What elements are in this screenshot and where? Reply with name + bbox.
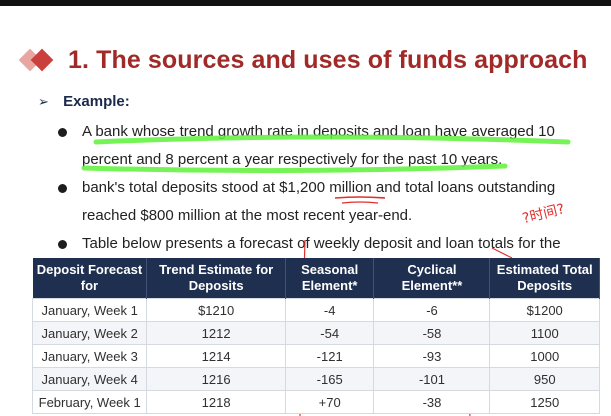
cell-trend: 1212 (146, 321, 286, 345)
cell-total: 1000 (489, 344, 600, 368)
col-trend-estimate: Trend Estimate for Deposits (146, 258, 286, 299)
cell-cyclical: -93 (373, 344, 491, 368)
diamond-bullet-icon (18, 42, 62, 78)
table-row: February, Week 1 1218 +70 -38 1250 (31, 390, 600, 414)
table-row: January, Week 4 1216 -165 -101 950 (31, 367, 600, 391)
cell-cyclical: -38 (373, 390, 491, 414)
example-heading: ➢ Example: (38, 93, 130, 110)
cell-seasonal: -165 (284, 367, 375, 391)
cell-seasonal: -54 (284, 321, 375, 345)
cell-cyclical: -101 (373, 367, 491, 391)
table-header-row: Deposit Forecast for Trend Estimate for … (32, 258, 600, 299)
col-estimated-total: Estimated Total Deposits (489, 258, 600, 299)
cell-trend: 1218 (146, 390, 286, 414)
deposit-forecast-table: Deposit Forecast for Trend Estimate for … (31, 258, 600, 414)
bullet-dot-icon (58, 240, 67, 249)
bullet-list: A bank whose trend growth rate in deposi… (58, 118, 588, 258)
slide-title-row: 1. The sources and uses of funds approac… (18, 40, 588, 80)
bullet-text: bank's total deposits stood at $1,200 mi… (82, 179, 556, 224)
cell-seasonal: -4 (284, 298, 375, 322)
slide-title: 1. The sources and uses of funds approac… (68, 45, 588, 74)
cell-trend: 1216 (146, 367, 286, 391)
bullet-dot-icon (58, 128, 67, 137)
table-row: January, Week 1 $1210 -4 -6 $1200 (31, 298, 600, 322)
cell-seasonal: +70 (284, 390, 375, 414)
bullet-dot-icon (58, 184, 67, 193)
cell-period: January, Week 3 (31, 344, 148, 368)
cell-period: January, Week 1 (31, 298, 148, 322)
bullet-item: bank's total deposits stood at $1,200 mi… (58, 174, 588, 230)
top-border (0, 0, 611, 6)
cell-period: February, Week 1 (31, 390, 148, 414)
cell-trend: $1210 (146, 298, 286, 322)
example-label: Example: (63, 93, 130, 110)
arrow-bullet-icon: ➢ (38, 94, 49, 109)
cell-total: $1200 (489, 298, 600, 322)
col-cyclical: Cyclical Element** (373, 258, 491, 299)
col-deposit-forecast: Deposit Forecast for (32, 258, 148, 299)
cell-total: 1100 (489, 321, 600, 345)
cell-period: January, Week 2 (31, 321, 148, 345)
cell-trend: 1214 (146, 344, 286, 368)
cell-seasonal: -121 (284, 344, 375, 368)
col-seasonal: Seasonal Element* (285, 258, 375, 299)
cell-cyclical: -6 (373, 298, 491, 322)
cell-total: 950 (489, 367, 600, 391)
bullet-text: Table below presents a forecast of weekl… (82, 235, 561, 252)
table-row: January, Week 3 1214 -121 -93 1000 (31, 344, 600, 368)
bullet-text: A bank whose trend growth rate in deposi… (82, 123, 555, 168)
cell-period: January, Week 4 (31, 367, 148, 391)
table-row: January, Week 2 1212 -54 -58 1100 (31, 321, 600, 345)
bullet-item: A bank whose trend growth rate in deposi… (58, 118, 588, 174)
bullet-item: Table below presents a forecast of weekl… (58, 230, 588, 258)
cell-cyclical: -58 (373, 321, 491, 345)
cell-total: 1250 (489, 390, 600, 414)
